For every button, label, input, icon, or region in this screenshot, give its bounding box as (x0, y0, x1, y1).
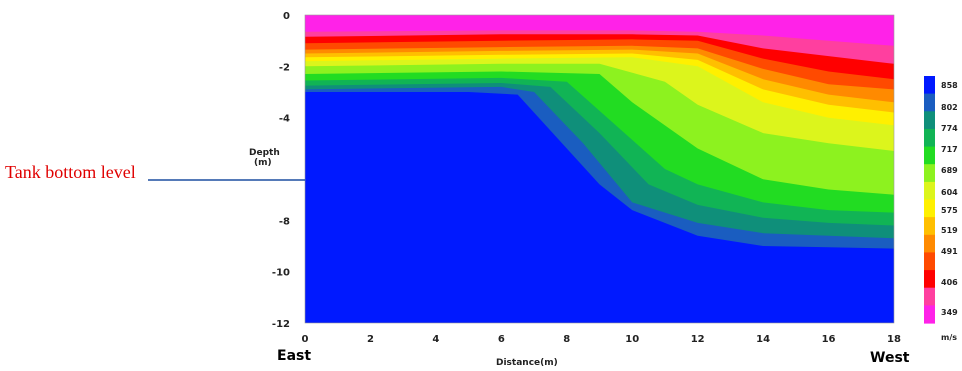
y-tick-label: -10 (272, 268, 290, 279)
legend-swatch (924, 305, 935, 324)
legend-swatch (924, 217, 935, 236)
legend-swatch (924, 287, 935, 306)
y-tick-label: 0 (283, 11, 290, 22)
tank-bottom-annotation: Tank bottom level (5, 162, 136, 182)
legend-level-label: 717 (941, 145, 958, 154)
x-tick-label: 8 (563, 334, 570, 345)
y-axis-title-line1: Depth (249, 148, 280, 158)
x-tick-label: 12 (691, 334, 705, 345)
x-tick-label: 18 (887, 334, 901, 345)
legend-swatch (924, 181, 935, 201)
legend-unit-label: m/s (941, 333, 957, 342)
legend-level-label: 575 (941, 206, 958, 215)
y-axis-title-line2: (m) (254, 158, 272, 168)
x-tick-label: 2 (367, 334, 374, 345)
legend-level-label: 349 (941, 308, 958, 317)
legend-swatch (924, 76, 935, 95)
legend-level-label: 491 (941, 247, 958, 256)
velocity-layer-13 (305, 92, 894, 323)
velocity-layers (305, 15, 894, 324)
y-tick-label: -2 (279, 62, 290, 73)
legend-level-label: 689 (941, 166, 958, 175)
legend-swatch (924, 111, 935, 130)
legend-level-label: 774 (941, 124, 958, 133)
legend-swatch (924, 93, 935, 112)
x-tick-label: 14 (756, 334, 770, 345)
legend-swatch (924, 234, 935, 253)
x-tick-label: 10 (625, 334, 639, 345)
legend-level-label: 604 (941, 188, 958, 197)
x-tick-label: 4 (432, 334, 439, 345)
legend-swatch (924, 164, 935, 183)
legend-level-label: 802 (941, 103, 958, 112)
legend-swatch (924, 128, 935, 148)
y-axis-ticks: 0 -2 -4 -8 -10 -12 (272, 11, 290, 330)
direction-west-label: West (870, 350, 910, 366)
legend-level-label: 858 (941, 81, 958, 90)
velocity-legend: 858 802 774 717 689 604 575 519 491 406 349 (924, 76, 958, 324)
legend-swatch (924, 252, 935, 271)
x-tick-label: 6 (498, 334, 505, 345)
y-tick-label: -12 (272, 319, 290, 330)
plot-frame (304, 14, 895, 324)
legend-swatch (924, 270, 935, 289)
legend-level-label: 406 (941, 278, 958, 287)
x-tick-label: 0 (302, 334, 309, 345)
legend-level-label: 519 (941, 226, 958, 235)
x-axis-title: Distance(m) (496, 358, 558, 368)
x-tick-label: 16 (822, 334, 836, 345)
legend-swatch (924, 146, 935, 165)
y-tick-label: -4 (279, 114, 290, 125)
x-axis-ticks: 0 2 4 6 8 10 12 14 16 18 (302, 334, 901, 345)
legend-swatch (924, 199, 935, 218)
y-tick-label: -8 (279, 216, 290, 227)
direction-east-label: East (277, 348, 311, 364)
